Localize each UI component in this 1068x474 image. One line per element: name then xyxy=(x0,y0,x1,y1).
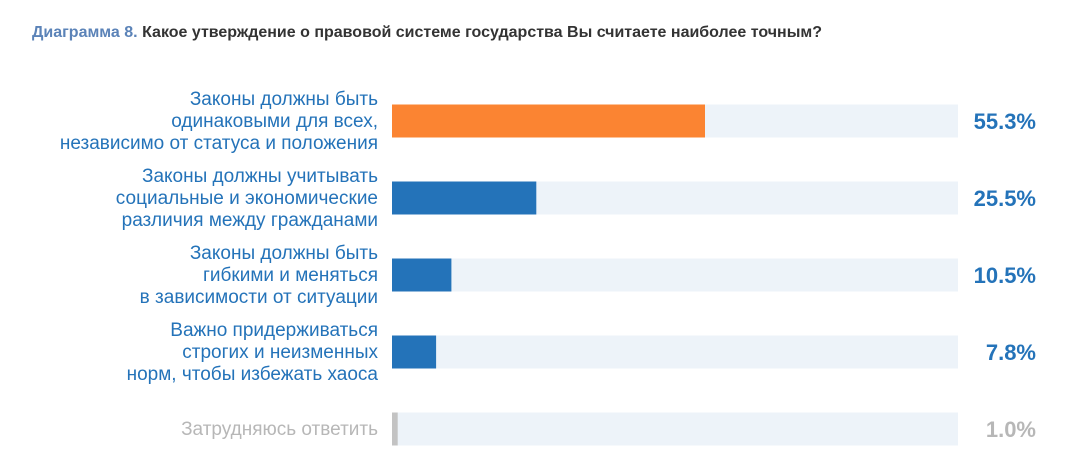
category-label-line: различия между гражданами xyxy=(122,210,378,231)
value-label: 25.5% xyxy=(974,186,1036,211)
category-label: Законы должны учитывать социальные и экон… xyxy=(116,166,378,231)
category-label-line: Важно придерживаться xyxy=(170,320,378,341)
bar xyxy=(392,335,437,369)
category-label: Законы должны быть гибкими и меняться в за… xyxy=(140,243,378,308)
value-label: 1.0% xyxy=(986,417,1036,442)
value-label: 7.8% xyxy=(986,340,1036,365)
category-label-line: Затрудняюсь ответить xyxy=(181,419,378,440)
category-label-line: в зависимости от ситуации xyxy=(140,287,378,308)
bar xyxy=(392,258,452,292)
chart-title: Диаграмма 8. Какое утверждение о правово… xyxy=(32,24,822,42)
category-label-line: независимо от статуса и положения xyxy=(60,133,378,154)
chart-title-prefix: Диаграмма 8. xyxy=(32,24,138,41)
category-label-line: норм, чтобы избежать хаоса xyxy=(127,364,379,385)
category-label-line: Законы должны быть xyxy=(190,243,378,264)
chart-title-text: Какое утверждение о правовой системе гос… xyxy=(142,24,822,41)
category-label-line: социальные и экономические xyxy=(116,188,378,209)
category-label-line: Законы должны быть xyxy=(190,89,378,110)
bar xyxy=(392,412,398,446)
category-label: Затрудняюсь ответить xyxy=(181,419,378,440)
bar xyxy=(392,104,705,138)
category-label: Важно придерживаться строгих и неизменных… xyxy=(127,320,379,385)
value-label: 55.3% xyxy=(974,109,1036,134)
bar-track xyxy=(392,258,958,292)
bar-track xyxy=(392,335,958,369)
category-label: Законы должны быть одинаковыми для всех, н… xyxy=(60,89,378,154)
bar-track xyxy=(392,412,958,446)
bar xyxy=(392,181,537,215)
category-label-line: строгих и неизменных xyxy=(182,342,378,363)
category-label-line: одинаковыми для всех, xyxy=(171,111,378,132)
category-label-line: Законы должны учитывать xyxy=(142,166,378,187)
value-label: 10.5% xyxy=(974,263,1036,288)
category-label-line: гибкими и меняться xyxy=(203,265,378,286)
